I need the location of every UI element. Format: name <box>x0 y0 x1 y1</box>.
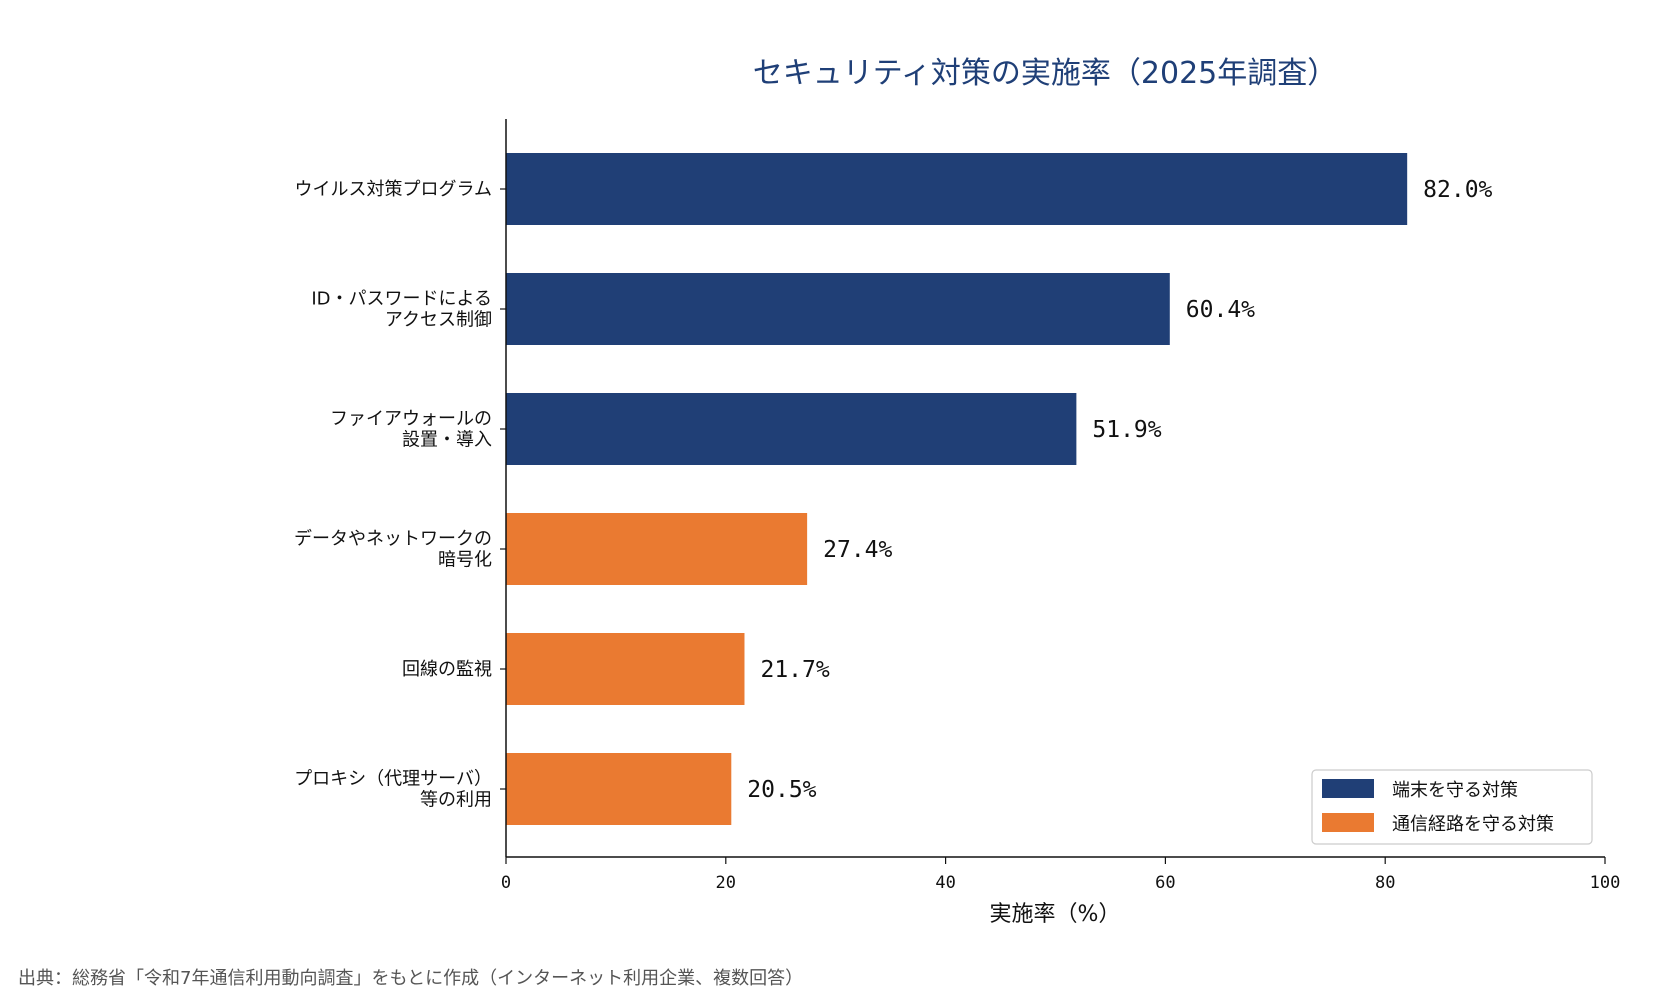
category-label-5: プロキシ（代理サーバ）等の利用 <box>294 769 492 811</box>
legend-swatch-network <box>1322 813 1374 832</box>
bar-value-label-3: 27.4% <box>823 537 892 563</box>
chart-title: セキュリティ対策の実施率（2025年調査） <box>753 56 1338 91</box>
bar-0 <box>506 153 1408 225</box>
bar-value-label-1: 60.4% <box>1186 297 1255 323</box>
x-ticks-layer: 0 20 40 60 80 100 <box>501 857 1620 893</box>
category-label-2: ファイアウォールの設置・導入 <box>330 409 492 451</box>
bar-3 <box>506 513 808 585</box>
x-tick-label-2: 40 <box>935 873 955 893</box>
bar-2 <box>506 393 1077 465</box>
bars-layer <box>506 153 1408 825</box>
x-tick-label-5: 100 <box>1590 873 1621 893</box>
legend-swatch-device <box>1322 779 1374 798</box>
bar-value-label-4: 21.7% <box>760 657 829 683</box>
bar-4 <box>506 633 745 705</box>
bar-1 <box>506 273 1170 345</box>
category-label-1: ID・パスワードによるアクセス制御 <box>311 289 492 331</box>
bar-value-label-2: 51.9% <box>1092 417 1161 443</box>
legend-label-network: 通信経路を守る対策 <box>1392 814 1554 835</box>
bar-value-label-5: 20.5% <box>747 777 816 803</box>
category-label-4: 回線の監視 <box>402 659 492 680</box>
x-tick-label-4: 80 <box>1375 873 1395 893</box>
category-label-0: ウイルス対策プログラム <box>295 179 492 200</box>
legend: 端末を守る対策 通信経路を守る対策 <box>1311 769 1593 845</box>
bar-5 <box>506 753 732 825</box>
legend-frame <box>1311 769 1593 845</box>
x-axis-title: 実施率（%） <box>990 902 1121 927</box>
bar-value-label-0: 82.0% <box>1423 177 1492 203</box>
x-tick-label-0: 0 <box>501 873 511 893</box>
x-tick-label-3: 60 <box>1155 873 1175 893</box>
legend-label-device: 端末を守る対策 <box>1392 780 1518 801</box>
x-tick-label-1: 20 <box>716 873 736 893</box>
category-labels-layer: ウイルス対策プログラム ID・パスワードによるアクセス制御ファイアウォールの設置・… <box>294 179 506 811</box>
category-label-3: データやネットワークの暗号化 <box>294 529 492 571</box>
source-note: 出典：総務省「令和7年通信利用動向調査」をもとに作成（インターネット利用企業、複… <box>18 968 803 989</box>
value-labels-layer: 82.0% 60.4% 51.9% 27.4% 21.7% 20.5% <box>747 177 1492 803</box>
